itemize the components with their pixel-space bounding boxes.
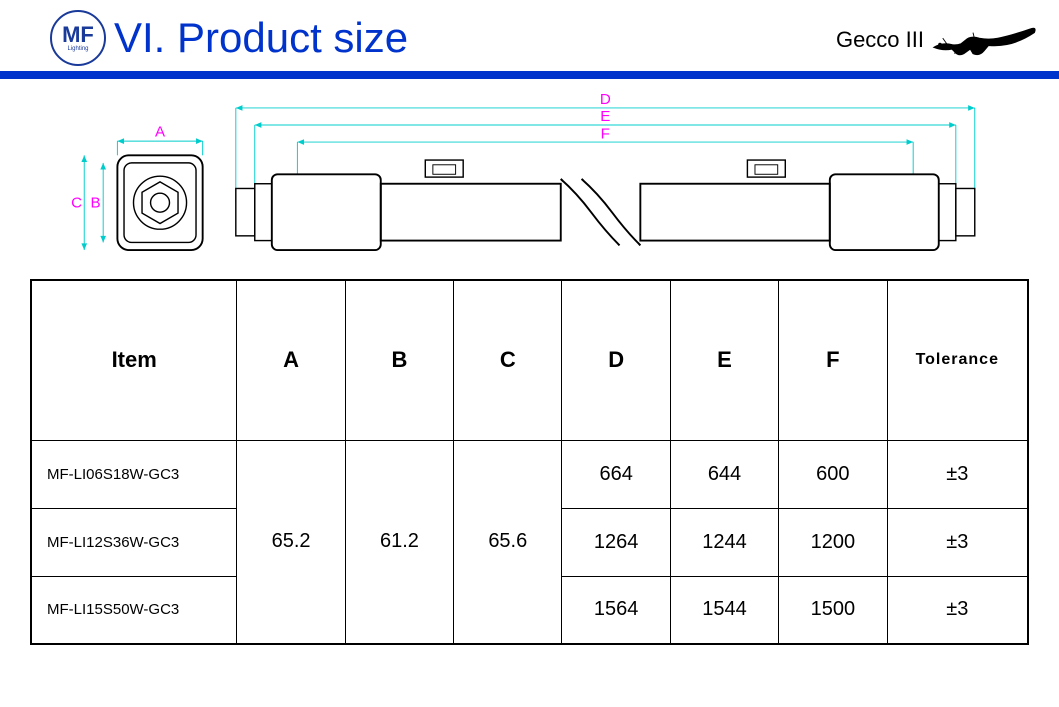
cell-e: 1244: [670, 508, 778, 576]
cell-tol: ±3: [887, 576, 1028, 644]
cell-item: MF-LI15S50W-GC3: [31, 576, 237, 644]
page-header: MF Lighting VI. Product size Gecco III: [0, 0, 1059, 71]
cell-item: MF-LI12S36W-GC3: [31, 508, 237, 576]
logo-sub-text: Lighting: [67, 46, 88, 52]
logo-main-text: MF: [62, 24, 94, 46]
brand-area: Gecco III: [836, 20, 1039, 60]
page-title: VI. Product size: [114, 14, 408, 62]
header-e: E: [670, 280, 778, 440]
cell-tol: ±3: [887, 440, 1028, 508]
dim-label-d: D: [600, 91, 611, 108]
size-table-area: Item A B C D E F Tolerance MF-LI06S18W-G…: [0, 279, 1059, 645]
header-d: D: [562, 280, 670, 440]
header-c: C: [454, 280, 562, 440]
cell-e: 1544: [670, 576, 778, 644]
header-a: A: [237, 280, 345, 440]
cell-a: 65.2: [237, 440, 345, 644]
brand-text: Gecco III: [836, 27, 924, 53]
header-divider: [0, 71, 1059, 79]
cell-f: 1200: [779, 508, 887, 576]
end-view-drawing: A B C: [71, 123, 202, 250]
cell-f: 1500: [779, 576, 887, 644]
dim-label-c: C: [71, 194, 82, 211]
product-size-table: Item A B C D E F Tolerance MF-LI06S18W-G…: [30, 279, 1029, 645]
header-f: F: [779, 280, 887, 440]
technical-diagram: A B C D: [0, 79, 1059, 279]
mf-logo: MF Lighting: [50, 10, 106, 66]
cell-e: 644: [670, 440, 778, 508]
cell-tol: ±3: [887, 508, 1028, 576]
dim-label-e: E: [600, 108, 610, 125]
gecko-icon: [929, 20, 1039, 60]
dim-label-b: B: [91, 194, 101, 211]
table-header-row: Item A B C D E F Tolerance: [31, 280, 1028, 440]
cell-f: 600: [779, 440, 887, 508]
dim-label-f: F: [601, 125, 610, 142]
table-row: MF-LI06S18W-GC3 65.2 61.2 65.6 664 644 6…: [31, 440, 1028, 508]
side-view-drawing: D E F: [236, 91, 975, 250]
header-item: Item: [31, 280, 237, 440]
cell-d: 1564: [562, 576, 670, 644]
cell-item: MF-LI06S18W-GC3: [31, 440, 237, 508]
header-tolerance: Tolerance: [887, 280, 1028, 440]
cell-b: 61.2: [345, 440, 453, 644]
cell-d: 664: [562, 440, 670, 508]
header-b: B: [345, 280, 453, 440]
dim-label-a: A: [155, 123, 166, 140]
cell-c: 65.6: [454, 440, 562, 644]
cell-d: 1264: [562, 508, 670, 576]
